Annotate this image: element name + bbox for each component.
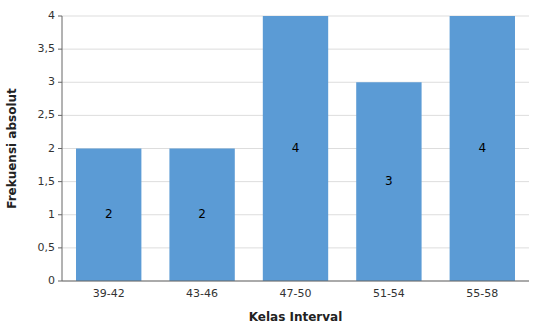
y-tick-label: 1,5 — [38, 175, 56, 188]
y-tick — [58, 148, 62, 149]
data-label: 4 — [292, 141, 300, 155]
y-axis-label: Frekuensi absolut — [5, 88, 19, 209]
y-tick — [58, 115, 62, 116]
x-tick-label: 47-50 — [280, 287, 312, 300]
data-label: 2 — [105, 207, 113, 221]
x-axis-line — [62, 281, 529, 282]
y-tick — [58, 281, 62, 282]
data-label: 4 — [478, 141, 486, 155]
y-ticks: 0 0,5 1 1,5 2 2,5 3 3,5 4 — [38, 9, 63, 287]
x-ticks: 39-42 43-46 47-50 51-54 55-58 — [93, 287, 499, 300]
bars — [76, 16, 515, 281]
y-tick — [58, 247, 62, 248]
y-tick — [58, 214, 62, 215]
y-tick — [58, 49, 62, 50]
y-axis-line — [62, 16, 63, 281]
y-tick — [58, 82, 62, 83]
x-tick-label: 55-58 — [466, 287, 498, 300]
bar — [450, 16, 515, 281]
y-tick-label: 3,5 — [38, 42, 56, 55]
y-tick-label: 2,5 — [38, 108, 56, 121]
data-label: 2 — [198, 207, 206, 221]
y-tick-label: 3 — [48, 75, 55, 88]
y-tick-label: 4 — [48, 9, 55, 22]
grid-line — [62, 281, 529, 282]
y-tick-label: 2 — [48, 142, 55, 155]
chart-container: 0 0,5 1 1,5 2 2,5 3 3,5 4 2 2 4 3 4 39-42 43-46 47-50 51-… — [0, 0, 545, 329]
bar — [356, 82, 421, 281]
x-axis-label: Kelas Interval — [249, 310, 343, 324]
bar — [76, 149, 141, 282]
y-tick — [58, 181, 62, 182]
x-tick-label: 43-46 — [186, 287, 218, 300]
y-tick-label: 0 — [48, 274, 55, 287]
bar — [263, 16, 328, 281]
chart: 0 0,5 1 1,5 2 2,5 3 3,5 4 2 2 4 3 4 39-42 43-46 47-50 51-… — [0, 0, 545, 329]
grid — [62, 16, 529, 281]
y-tick-label: 0,5 — [38, 241, 56, 254]
data-label: 3 — [385, 174, 393, 188]
x-tick-label: 39-42 — [93, 287, 125, 300]
data-labels: 2 2 4 3 4 — [105, 141, 486, 221]
x-tick-label: 51-54 — [373, 287, 405, 300]
y-tick-label: 1 — [48, 208, 55, 221]
bar — [169, 149, 234, 282]
y-tick — [58, 16, 62, 17]
